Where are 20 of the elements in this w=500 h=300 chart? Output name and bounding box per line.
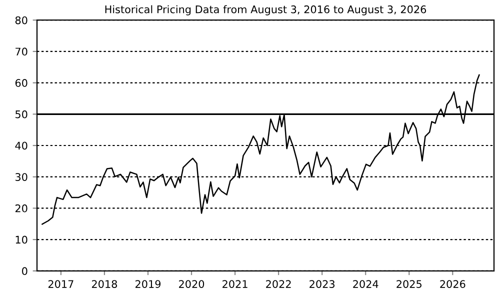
x-tick-label: 2018	[92, 280, 118, 288]
x-tick-label: 2017	[48, 280, 74, 288]
x-tick-label: 2025	[396, 280, 422, 288]
y-tick-label: 50	[16, 110, 28, 118]
y-tick-label: 80	[15, 16, 28, 24]
y-tick-label: 60	[15, 79, 28, 87]
x-tick-label: 2024	[353, 280, 378, 288]
y-tick-label: 10	[16, 236, 28, 244]
x-tick-label: 2022	[266, 280, 291, 288]
chart-title: Historical Pricing Data from August 3, 2016 to August 3, 2026	[105, 5, 426, 16]
x-tick-label: 2023	[310, 280, 334, 288]
y-tick-label: 40	[15, 142, 28, 150]
x-tick-label: 2021	[222, 280, 248, 288]
y-tick-label: 0	[22, 267, 28, 276]
x-tick-label: 2026	[440, 280, 466, 288]
y-tick-label: 70	[16, 48, 28, 56]
x-tick-label: 2020	[179, 280, 204, 288]
x-tick-label: 2019	[135, 280, 161, 288]
y-tick-label: 20	[15, 204, 28, 212]
y-tick-label: 30	[16, 173, 28, 181]
